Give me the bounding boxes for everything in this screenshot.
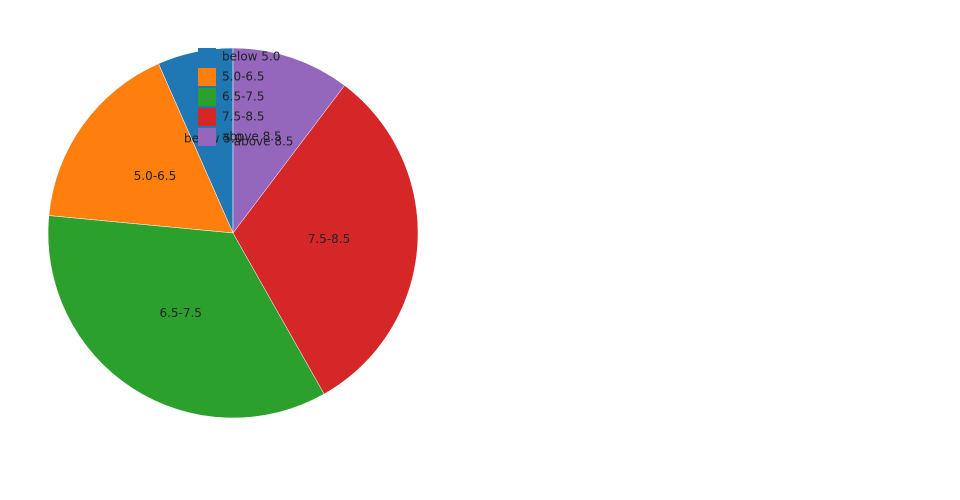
- legend-swatch[interactable]: [198, 68, 216, 86]
- legend-label[interactable]: above 8.5: [222, 130, 282, 144]
- pie-slice: [232, 85, 419, 395]
- legend-swatch[interactable]: [198, 128, 216, 146]
- legend-swatch[interactable]: [198, 88, 216, 106]
- slice-label: 7.5-8.5: [308, 232, 351, 246]
- slice-label: above 8.5: [234, 134, 294, 148]
- slice-label: 5.0-6.5: [134, 169, 177, 183]
- legend-swatch[interactable]: [198, 108, 216, 126]
- legend-label[interactable]: 6.5-7.5: [222, 90, 265, 104]
- legend-label[interactable]: 7.5-8.5: [222, 110, 265, 124]
- legend-swatch[interactable]: [198, 48, 216, 66]
- pie-slice: [48, 63, 234, 234]
- slice-label: 6.5-7.5: [159, 306, 202, 320]
- pie-slice: [232, 47, 345, 234]
- pie-slice: [47, 215, 325, 419]
- pie: below 5.0 5.0-6.5 6.5-7.5 7.5-8.5 above 8.5: [47, 47, 419, 419]
- legend-label[interactable]: 5.0-6.5: [222, 70, 265, 84]
- legend: below 5.0 5.0-6.5 6.5-7.5 7.5-8.5 above 8.5: [198, 48, 282, 146]
- legend-label[interactable]: below 5.0: [222, 50, 280, 64]
